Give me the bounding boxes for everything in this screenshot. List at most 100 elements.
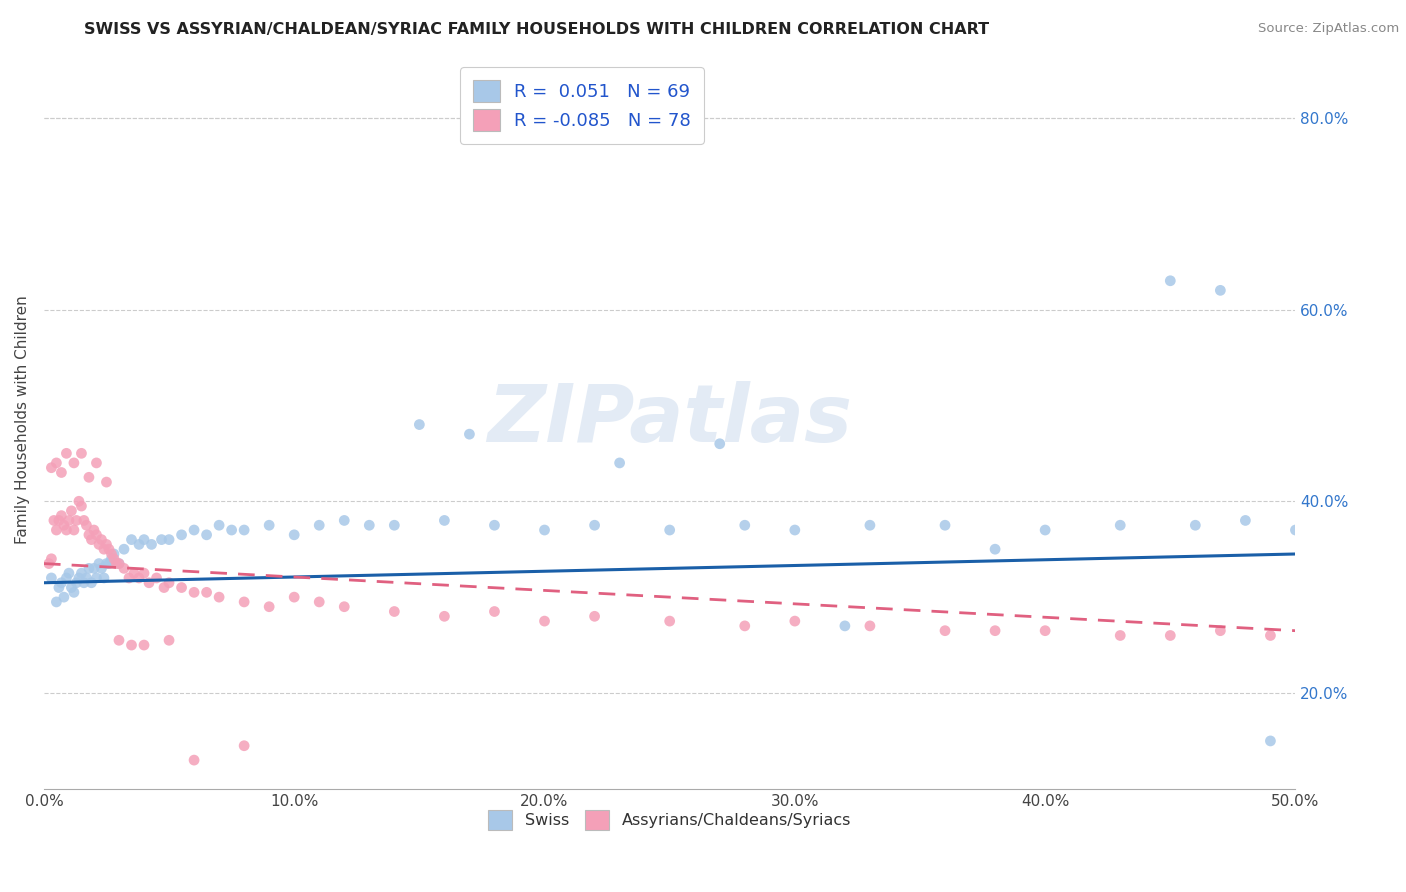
Point xyxy=(233,595,256,609)
Point xyxy=(283,528,305,542)
Point xyxy=(132,566,155,581)
Point xyxy=(77,528,100,542)
Point xyxy=(86,456,108,470)
Point xyxy=(86,571,108,585)
Point xyxy=(96,557,118,571)
Point xyxy=(1033,523,1056,537)
Point xyxy=(55,446,77,460)
Point xyxy=(257,599,280,614)
Point xyxy=(41,551,63,566)
Point xyxy=(221,523,243,537)
Point xyxy=(48,581,70,595)
Point xyxy=(233,523,256,537)
Point xyxy=(96,475,118,489)
Point xyxy=(157,533,180,547)
Point xyxy=(170,581,193,595)
Point xyxy=(83,561,105,575)
Point xyxy=(93,542,115,557)
Point xyxy=(63,523,86,537)
Point xyxy=(1184,518,1206,533)
Point xyxy=(58,566,80,581)
Point xyxy=(145,571,167,585)
Point xyxy=(108,557,131,571)
Point xyxy=(105,557,128,571)
Point xyxy=(533,523,555,537)
Point xyxy=(90,533,112,547)
Point xyxy=(984,624,1007,638)
Point xyxy=(80,575,103,590)
Point xyxy=(96,537,118,551)
Point xyxy=(65,575,87,590)
Point xyxy=(1234,513,1257,527)
Point xyxy=(83,523,105,537)
Point xyxy=(609,456,631,470)
Point xyxy=(45,523,67,537)
Point xyxy=(195,528,218,542)
Point xyxy=(90,561,112,575)
Point xyxy=(150,533,173,547)
Point xyxy=(128,537,150,551)
Point xyxy=(1033,624,1056,638)
Point xyxy=(70,566,93,581)
Point xyxy=(308,595,330,609)
Text: SWISS VS ASSYRIAN/CHALDEAN/SYRIAC FAMILY HOUSEHOLDS WITH CHILDREN CORRELATION CH: SWISS VS ASSYRIAN/CHALDEAN/SYRIAC FAMILY… xyxy=(84,22,990,37)
Point xyxy=(458,427,481,442)
Point xyxy=(63,456,86,470)
Point xyxy=(38,557,60,571)
Point xyxy=(934,624,956,638)
Point xyxy=(75,518,97,533)
Text: ZIPatlas: ZIPatlas xyxy=(486,381,852,458)
Point xyxy=(658,614,681,628)
Point xyxy=(60,504,83,518)
Point xyxy=(86,528,108,542)
Point xyxy=(183,523,205,537)
Point xyxy=(48,513,70,527)
Point xyxy=(112,561,135,575)
Point xyxy=(122,566,145,581)
Point xyxy=(87,537,110,551)
Point xyxy=(583,518,606,533)
Point xyxy=(51,575,73,590)
Point xyxy=(408,417,430,432)
Point xyxy=(108,557,131,571)
Point xyxy=(55,523,77,537)
Point xyxy=(157,575,180,590)
Point xyxy=(183,585,205,599)
Point xyxy=(1284,523,1306,537)
Point xyxy=(52,518,75,533)
Point xyxy=(112,542,135,557)
Point xyxy=(1260,734,1282,748)
Point xyxy=(484,605,506,619)
Point xyxy=(45,456,67,470)
Point xyxy=(308,518,330,533)
Point xyxy=(60,581,83,595)
Point xyxy=(77,561,100,575)
Point xyxy=(157,633,180,648)
Point xyxy=(98,542,121,557)
Point xyxy=(51,508,73,523)
Point xyxy=(1109,628,1132,642)
Point xyxy=(382,605,405,619)
Point xyxy=(51,466,73,480)
Point xyxy=(170,528,193,542)
Point xyxy=(65,513,87,527)
Point xyxy=(984,542,1007,557)
Point xyxy=(658,523,681,537)
Point xyxy=(70,446,93,460)
Point xyxy=(208,518,231,533)
Point xyxy=(67,494,90,508)
Point xyxy=(1260,628,1282,642)
Point xyxy=(233,739,256,753)
Point xyxy=(1159,628,1181,642)
Point xyxy=(709,436,731,450)
Point xyxy=(533,614,555,628)
Point xyxy=(73,575,96,590)
Point xyxy=(583,609,606,624)
Point xyxy=(77,470,100,484)
Point xyxy=(1159,274,1181,288)
Point xyxy=(121,533,143,547)
Point xyxy=(41,460,63,475)
Point xyxy=(859,619,882,633)
Point xyxy=(108,633,131,648)
Point xyxy=(128,571,150,585)
